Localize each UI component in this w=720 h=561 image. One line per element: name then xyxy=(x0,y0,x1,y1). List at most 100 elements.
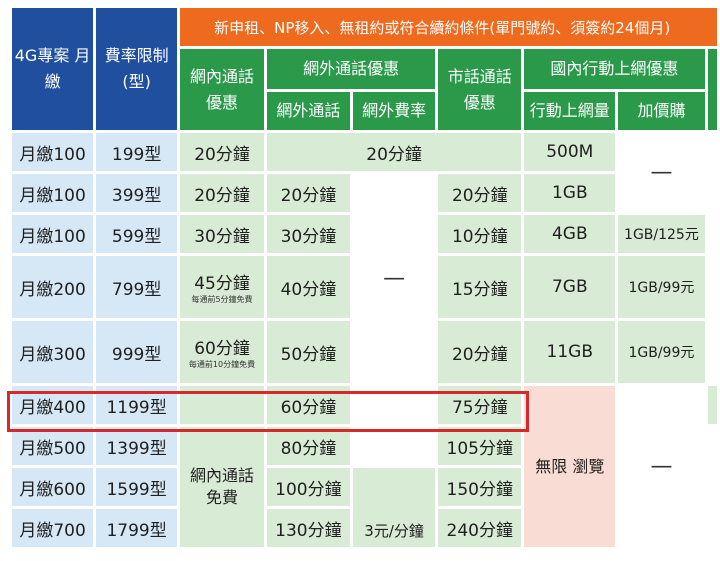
on-net-cell: 20分鐘 xyxy=(180,133,264,171)
off-rate-value-cell: 3元/分鐘 xyxy=(352,468,436,547)
col-header-plan: 4G專案 月繳 xyxy=(12,8,94,130)
col-header-data-group: 國內行動上網優惠 xyxy=(524,49,705,89)
add-on-cell: 1GB/99元 xyxy=(618,321,705,383)
plan-cell: 月繳100 xyxy=(12,174,94,212)
header-row-sub: 網外通話 網外費率 行動上網量 加價購 xyxy=(12,92,717,130)
rate-cell: 599型 xyxy=(96,215,178,253)
landline-cell: 150分鐘 xyxy=(438,468,522,506)
on-net-cell xyxy=(180,386,264,424)
on-net-cell: 20分鐘 xyxy=(180,174,264,212)
plan-cell: 月繳500 xyxy=(12,427,94,465)
dash-mark: — xyxy=(383,266,406,291)
dash-mark: — xyxy=(650,160,673,185)
on-net-free-label: 網內通話 免費 xyxy=(190,466,255,507)
rate-cell: 999型 xyxy=(96,321,178,383)
landline-cell: 20分鐘 xyxy=(438,321,522,383)
on-net-note: 每通前10分鐘免費 xyxy=(188,360,256,369)
col-header-cutoff xyxy=(707,49,717,130)
header-row-banner: 4G專案 月繳 費率限制 (型) 新申租、NP移入、無租約或符合續約條件(單門號… xyxy=(12,8,717,130)
landline-cell: 240分鐘 xyxy=(438,509,522,547)
plan-cell: 月繳300 xyxy=(12,321,94,383)
landline-cell: 10分鐘 xyxy=(438,215,522,253)
table-row: 月繳500 1399型 網內通話 免費 80分鐘 105分鐘 xyxy=(12,427,717,547)
landline-cell: 105分鐘 xyxy=(438,427,522,465)
col-header-off-net-group: 網外通話優惠 xyxy=(266,49,436,89)
col-header-data-volume: 行動上網量 xyxy=(524,92,616,130)
off-net-cell: 60分鐘 xyxy=(266,386,350,424)
rate-cell: 199型 xyxy=(96,133,178,171)
banner-header: 新申租、NP移入、無租約或符合續約條件(單門號約、須簽約24個月) xyxy=(180,8,717,46)
table-row: 月繳200 799型 45分鐘 每通前5分鐘免費 40分鐘 15分鐘 7GB 1… xyxy=(12,256,717,318)
plan-cell: 月繳700 xyxy=(12,509,94,547)
landline-cell: 75分鐘 xyxy=(438,386,522,424)
data-cell: 4GB xyxy=(524,215,616,253)
table-row: 月繳300 999型 60分鐘 每通前10分鐘免費 50分鐘 20分鐘 11GB… xyxy=(12,321,717,383)
on-net-cell: 30分鐘 xyxy=(180,215,264,253)
col-header-off-net-call: 網外通話 xyxy=(266,92,350,130)
cutoff-cell xyxy=(707,509,717,547)
plan-cell: 月繳400 xyxy=(12,386,94,424)
cutoff-cell xyxy=(707,215,717,253)
cutoff-cell xyxy=(707,386,717,424)
unlimited-label: 無限 瀏覽 xyxy=(535,456,605,476)
off-rate-cell xyxy=(352,386,436,424)
rate-cell: 799型 xyxy=(96,256,178,318)
off-net-cell: 130分鐘 xyxy=(266,509,350,547)
cutoff-cell xyxy=(707,256,717,318)
landline-cell: 15分鐘 xyxy=(438,256,522,318)
cutoff-cell xyxy=(707,133,717,171)
add-on-dash-cell: — xyxy=(618,133,705,212)
plan-cell: 月繳100 xyxy=(12,133,94,171)
col-header-landline: 市話通話 優惠 xyxy=(438,49,522,130)
off-net-merged-cell: 20分鐘 xyxy=(266,133,522,171)
add-on-cell: 1GB/125元 xyxy=(618,215,705,253)
table-row: 月繳700 1799型 130分鐘 240分鐘 xyxy=(12,509,717,547)
rate-cell: 1199型 xyxy=(96,386,178,424)
off-net-cell: 30分鐘 xyxy=(266,215,350,253)
off-net-cell: 80分鐘 xyxy=(266,427,350,465)
table-row-highlighted: 月繳400 1199型 60分鐘 75分鐘 無限 瀏覽 — xyxy=(12,386,717,547)
on-net-value: 45分鐘 xyxy=(194,274,250,294)
unlimited-cell: 無限 瀏覽 xyxy=(524,386,616,547)
on-net-cell: 45分鐘 每通前5分鐘免費 xyxy=(180,256,264,318)
col-header-on-net: 網內通話 優惠 xyxy=(180,49,264,130)
cutoff-cell xyxy=(707,468,717,506)
cutoff-cell xyxy=(707,321,717,383)
col-header-rate: 費率限制 (型) xyxy=(96,8,178,130)
data-cell: 1GB xyxy=(524,174,616,212)
off-rate-dash-cell: — xyxy=(352,174,436,383)
data-cell: 500M xyxy=(524,133,616,171)
off-net-cell: 100分鐘 xyxy=(266,468,350,506)
table-row: 月繳600 1599型 100分鐘 3元/分鐘 150分鐘 xyxy=(12,468,717,547)
table-row: 月繳100 399型 20分鐘 20分鐘 — 20分鐘 1GB xyxy=(12,174,717,383)
on-net-free-cell: 網內通話 免費 xyxy=(180,427,264,547)
table-row: 月繳100 599型 30分鐘 30分鐘 10分鐘 4GB 1GB/125元 xyxy=(12,215,717,253)
plan-cell: 月繳100 xyxy=(12,215,94,253)
add-on-dash-cell: — xyxy=(618,386,705,547)
rate-cell: 1599型 xyxy=(96,468,178,506)
col-header-off-net-rate: 網外費率 xyxy=(352,92,436,130)
rate-plan-table: 4G專案 月繳 費率限制 (型) 新申租、NP移入、無租約或符合續約條件(單門號… xyxy=(9,5,720,550)
rate-cell: 1399型 xyxy=(96,427,178,465)
data-cell: 7GB xyxy=(524,256,616,318)
off-net-cell: 50分鐘 xyxy=(266,321,350,383)
add-on-cell: 1GB/99元 xyxy=(618,256,705,318)
on-net-note: 每通前5分鐘免費 xyxy=(191,295,253,304)
data-cell: 11GB xyxy=(524,321,616,383)
dash-mark: — xyxy=(650,454,673,479)
plan-cell: 月繳200 xyxy=(12,256,94,318)
cutoff-cell xyxy=(707,174,717,212)
off-net-cell: 20分鐘 xyxy=(266,174,350,212)
rate-cell: 1799型 xyxy=(96,509,178,547)
cutoff-cell xyxy=(707,427,717,465)
table-row: 月繳100 199型 20分鐘 20分鐘 500M — xyxy=(12,133,717,212)
plan-cell: 月繳600 xyxy=(12,468,94,506)
off-net-cell: 40分鐘 xyxy=(266,256,350,318)
rate-cell: 399型 xyxy=(96,174,178,212)
col-header-add-on: 加價購 xyxy=(618,92,705,130)
header-row-groups: 網內通話 優惠 網外通話優惠 市話通話 優惠 國內行動上網優惠 xyxy=(12,49,717,130)
on-net-value: 60分鐘 xyxy=(194,339,250,359)
landline-cell: 20分鐘 xyxy=(438,174,522,212)
on-net-cell: 60分鐘 每通前10分鐘免費 xyxy=(180,321,264,383)
